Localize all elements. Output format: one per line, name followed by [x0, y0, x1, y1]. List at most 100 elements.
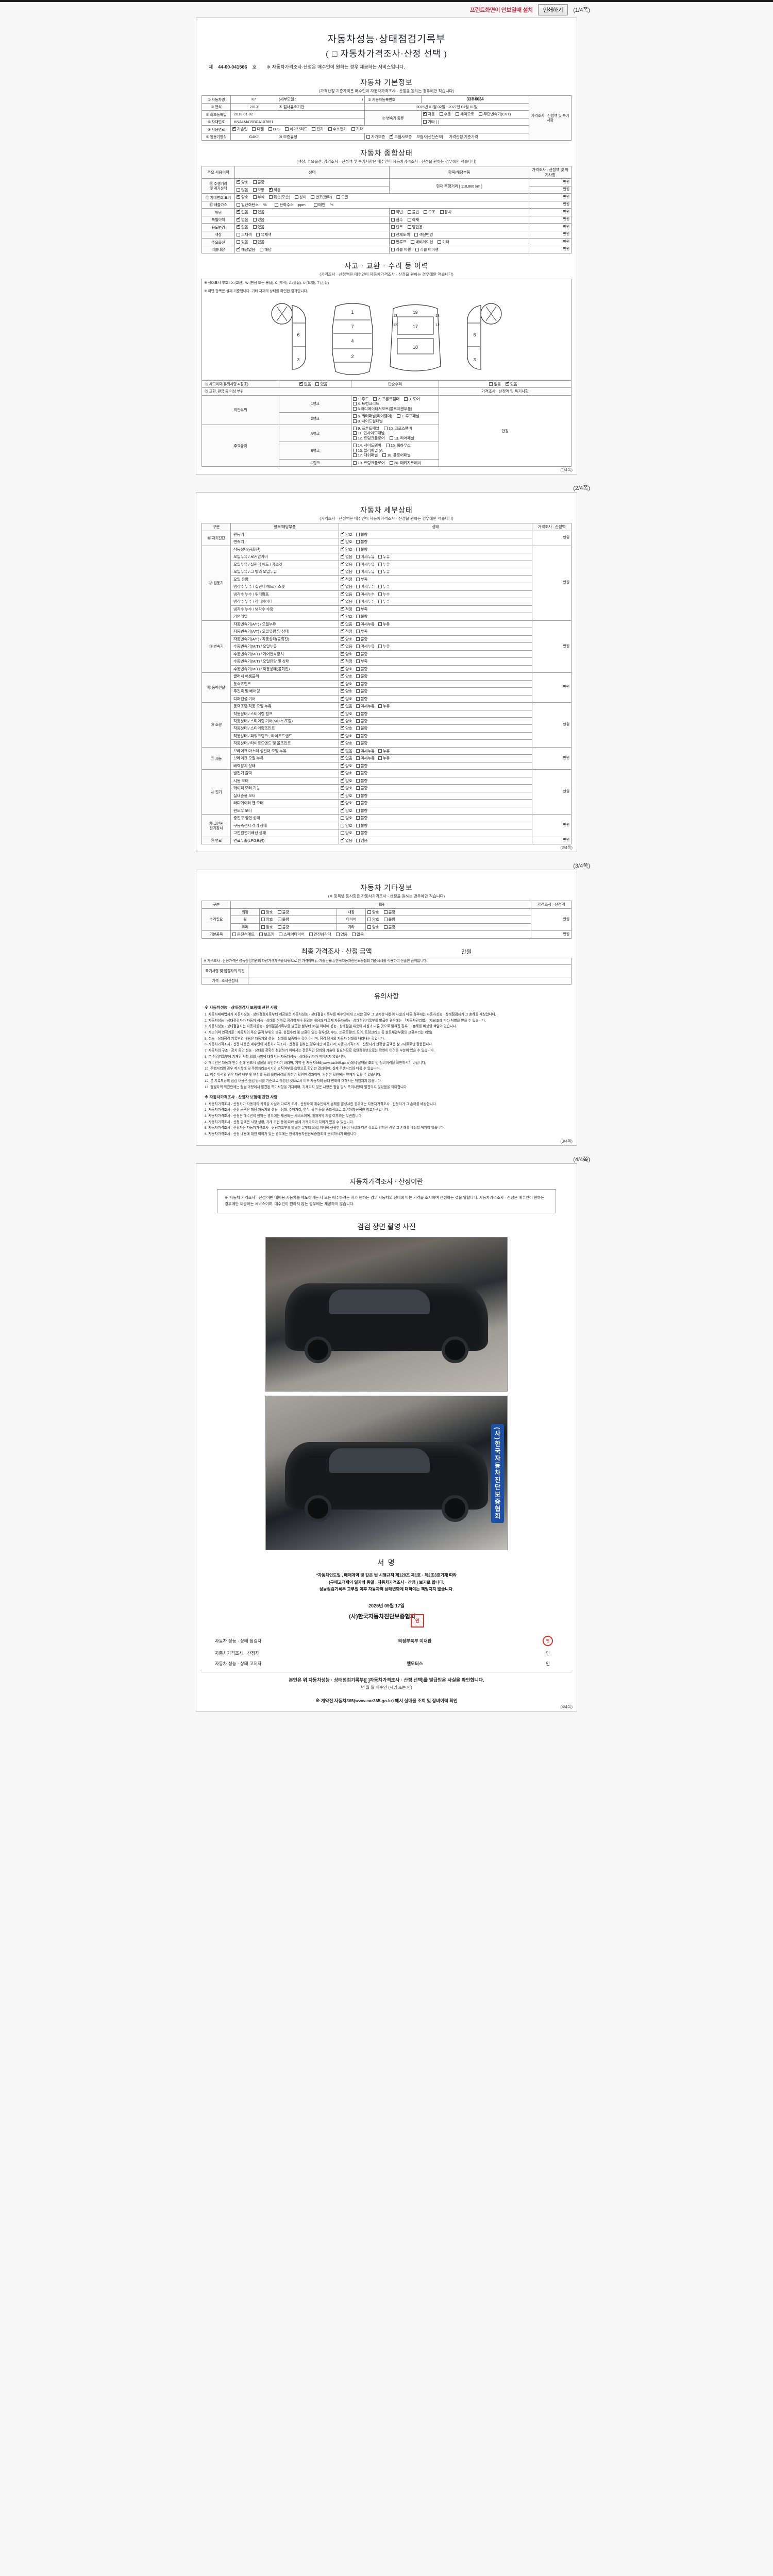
checkbox-recall-na[interactable]: 해당없음: [237, 246, 255, 252]
checkbox-usage-none[interactable]: 없음: [237, 224, 248, 229]
checkbox-불량[interactable]: 불량: [356, 771, 367, 775]
checkbox-불량[interactable]: 불량: [356, 674, 367, 679]
part-5-radiator-support[interactable]: 5.라디에이터서포트(볼트체결부품): [353, 406, 412, 411]
checkbox-etc-good[interactable]: 양호: [367, 925, 379, 929]
checkbox-양호[interactable]: 양호: [341, 733, 352, 738]
checkbox-navigation[interactable]: 네비게이션: [411, 240, 433, 244]
checkbox-color-achromatic[interactable]: 무채색: [237, 232, 252, 237]
checkbox-양호[interactable]: 양호: [341, 710, 352, 716]
checkbox-양호[interactable]: 양호: [341, 725, 352, 731]
checkbox-vin-altered[interactable]: 변조(변타): [311, 195, 332, 199]
checkbox-양호[interactable]: 양호: [341, 673, 352, 679]
checkbox-trans-semiauto[interactable]: 세미오토: [456, 112, 474, 116]
checkbox-부족[interactable]: 부족: [356, 629, 367, 634]
checkbox-tire-good[interactable]: 양호: [367, 917, 379, 922]
checkbox-meter-normal[interactable]: 보통: [253, 188, 264, 192]
checkbox-불량[interactable]: 불량: [356, 786, 367, 790]
checkbox-양호[interactable]: 양호: [341, 613, 352, 619]
checkbox-warranty-self[interactable]: 자가보증: [366, 134, 385, 139]
checkbox-color-chromatic[interactable]: 유채색: [256, 232, 272, 237]
checkbox-없음[interactable]: 없음: [341, 561, 352, 567]
checkbox-양호[interactable]: 양호: [341, 800, 352, 805]
checkbox-양호[interactable]: 양호: [341, 696, 352, 701]
checkbox-special-none[interactable]: 없음: [237, 216, 248, 222]
checkbox-불량[interactable]: 불량: [356, 764, 367, 768]
checkbox-accident-yes[interactable]: 있음: [315, 382, 327, 386]
checkbox-양호[interactable]: 양호: [341, 777, 352, 783]
checkbox-없음[interactable]: 없음: [341, 837, 352, 843]
checkbox-trans-cvt[interactable]: 무단변속기(CVT): [479, 112, 511, 116]
checkbox-양호[interactable]: 양호: [341, 770, 352, 775]
checkbox-mileage-good[interactable]: 양호: [237, 179, 248, 184]
checkbox-meter-many[interactable]: 많음: [237, 188, 248, 192]
checkbox-양호[interactable]: 양호: [341, 666, 352, 671]
checkbox-양호[interactable]: 양호: [341, 718, 352, 723]
checkbox-양호[interactable]: 양호: [341, 651, 352, 656]
checkbox-spare-key[interactable]: 보조키: [259, 932, 274, 937]
checkbox-fuel-etc[interactable]: 기타: [351, 127, 363, 131]
part-15-wheel-house[interactable]: 15. 휠하우스: [385, 443, 411, 448]
checkbox-양호[interactable]: 양호: [341, 816, 352, 820]
checkbox-누유[interactable]: 누유: [378, 622, 390, 626]
checkbox-없음[interactable]: 없음: [341, 568, 352, 574]
checkbox-fuel-gasoline[interactable]: 가솔린: [232, 126, 248, 131]
part-20-package-tray[interactable]: 20. 패키지트레이: [389, 461, 421, 465]
checkbox-sunroof[interactable]: 썬루프: [391, 240, 407, 244]
checkbox-emission-hc[interactable]: 탄화수소: [275, 202, 294, 207]
checkbox-누유[interactable]: 누유: [378, 756, 390, 760]
checkbox-불량[interactable]: 불량: [356, 547, 367, 552]
checkbox-없음[interactable]: 없음: [341, 591, 352, 597]
checkbox-special-yes[interactable]: 있음: [253, 217, 264, 222]
checkbox-recall-notdone[interactable]: 리콜 미이행: [415, 247, 439, 252]
checkbox-미세누수[interactable]: 미세누수: [356, 584, 375, 589]
checkbox-누유[interactable]: 누유: [378, 554, 390, 559]
checkbox-불량[interactable]: 불량: [356, 719, 367, 723]
checkbox-부족[interactable]: 부족: [356, 607, 367, 612]
checkbox-triangle[interactable]: 안전삼각대: [309, 932, 331, 937]
checkbox-glass-bad[interactable]: 불량: [277, 925, 289, 929]
checkbox-vin-corrosion[interactable]: 부식: [253, 195, 264, 199]
checkbox-누유[interactable]: 누유: [378, 562, 390, 567]
checkbox-불량[interactable]: 불량: [356, 831, 367, 835]
checkbox-누수[interactable]: 누수: [378, 599, 390, 604]
checkbox-trans-auto[interactable]: 자동: [423, 111, 435, 116]
checkbox-tuning-illegal[interactable]: 불법: [407, 210, 419, 214]
checkbox-fuel-diesel[interactable]: 디젤: [252, 127, 264, 131]
part-3-door[interactable]: 3. 도어: [404, 397, 420, 401]
checkbox-flood[interactable]: 침수: [391, 217, 403, 222]
checkbox-누유[interactable]: 누유: [378, 644, 390, 649]
checkbox-options-etc[interactable]: 기타: [438, 240, 449, 244]
checkbox-ext-bad[interactable]: 불량: [277, 910, 289, 914]
part-18-floor-panel[interactable]: 18. 플로어패널: [382, 453, 411, 457]
checkbox-누수[interactable]: 누수: [378, 584, 390, 589]
checkbox-적정[interactable]: 적정: [341, 628, 352, 634]
checkbox-양호[interactable]: 양호: [341, 740, 352, 745]
checkbox-미세누유[interactable]: 미세누유: [356, 644, 375, 649]
checkbox-불량[interactable]: 불량: [356, 614, 367, 619]
part-17-dash-panel[interactable]: 17. 대쉬패널: [353, 453, 378, 457]
checkbox-양호[interactable]: 양호: [341, 762, 352, 768]
part-1-hood[interactable]: 1. 후드: [353, 397, 369, 401]
checkbox-없음[interactable]: 없음: [341, 598, 352, 604]
checkbox-meter-few[interactable]: 적음: [269, 187, 281, 192]
checkbox-미세누유[interactable]: 미세누유: [356, 554, 375, 559]
checkbox-commercial[interactable]: 영업용: [407, 225, 423, 229]
checkbox-양호[interactable]: 양호: [341, 823, 352, 828]
checkbox-있음[interactable]: 있음: [356, 838, 367, 843]
checkbox-warranty-insurer[interactable]: 보험사보증: [390, 133, 412, 139]
checkbox-불량[interactable]: 불량: [356, 793, 367, 798]
checkbox-미세누유[interactable]: 미세누유: [356, 756, 375, 760]
checkbox-trans-etc[interactable]: 기타 ( ): [423, 120, 439, 124]
checkbox-tuning-structure[interactable]: 구조: [424, 210, 435, 214]
checkbox-양호[interactable]: 양호: [341, 681, 352, 686]
checkbox-누수[interactable]: 누수: [378, 592, 390, 597]
checkbox-불량[interactable]: 불량: [356, 801, 367, 805]
checkbox-불량[interactable]: 불량: [356, 823, 367, 828]
checkbox-없음[interactable]: 없음: [341, 643, 352, 649]
checkbox-vin-erased[interactable]: 도말: [336, 195, 348, 199]
checkbox-양호[interactable]: 양호: [341, 546, 352, 552]
checkbox-items-yes[interactable]: 있음: [335, 932, 347, 937]
checkbox-양호[interactable]: 양호: [341, 785, 352, 790]
checkbox-tire-bad[interactable]: 불량: [383, 917, 395, 922]
checkbox-없음[interactable]: 없음: [341, 755, 352, 760]
